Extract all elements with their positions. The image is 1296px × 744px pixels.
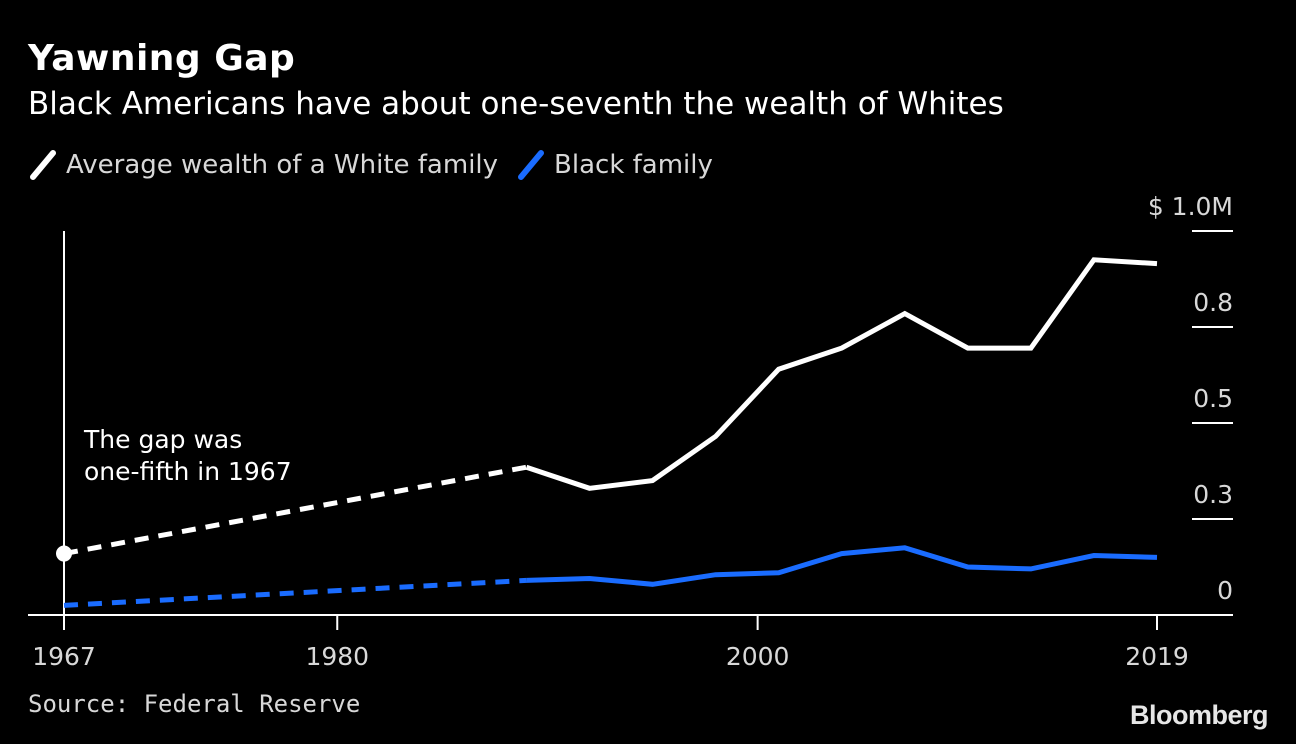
x-tick-label: 2000 (726, 642, 790, 671)
y-tick-label: $ 1.0M (1148, 192, 1233, 221)
legend-item-white-family: Average wealth of a White family (30, 150, 498, 180)
chart-subtitle: Black Americans have about one-seventh t… (28, 86, 1004, 122)
x-tick-label: 1980 (305, 642, 369, 671)
legend-swatch-blue-icon (518, 150, 545, 180)
annotation-line-1: The gap was (83, 425, 242, 454)
source-note: Source: Federal Reserve (28, 690, 361, 718)
chart-title: Yawning Gap (28, 38, 296, 79)
series-line-dashed-1 (63, 577, 527, 608)
series-line-solid-1 (526, 545, 1158, 587)
x-tick-label: 1967 (32, 642, 96, 671)
y-tick-label: 0.8 (1193, 288, 1233, 317)
legend-label-black-family: Black family (554, 150, 713, 180)
bloomberg-logo: Bloomberg (1129, 700, 1269, 730)
legend-label-white-family: Average wealth of a White family (66, 150, 499, 180)
start-point-marker (56, 545, 72, 562)
x-tick-label: 2019 (1125, 642, 1189, 671)
y-tick-label: 0.5 (1193, 384, 1233, 413)
legend-item-black-family: Black family (518, 150, 713, 180)
series-line-solid-0 (525, 257, 1158, 491)
y-tick-label: 0.3 (1193, 480, 1233, 509)
legend: Average wealth of a White family Black f… (30, 150, 713, 180)
series-line-dashed-0 (63, 464, 527, 557)
y-tick-label: 0 (1217, 576, 1233, 605)
annotation-line-2: one-fifth in 1967 (84, 457, 292, 486)
legend-swatch-white-icon (30, 150, 56, 180)
